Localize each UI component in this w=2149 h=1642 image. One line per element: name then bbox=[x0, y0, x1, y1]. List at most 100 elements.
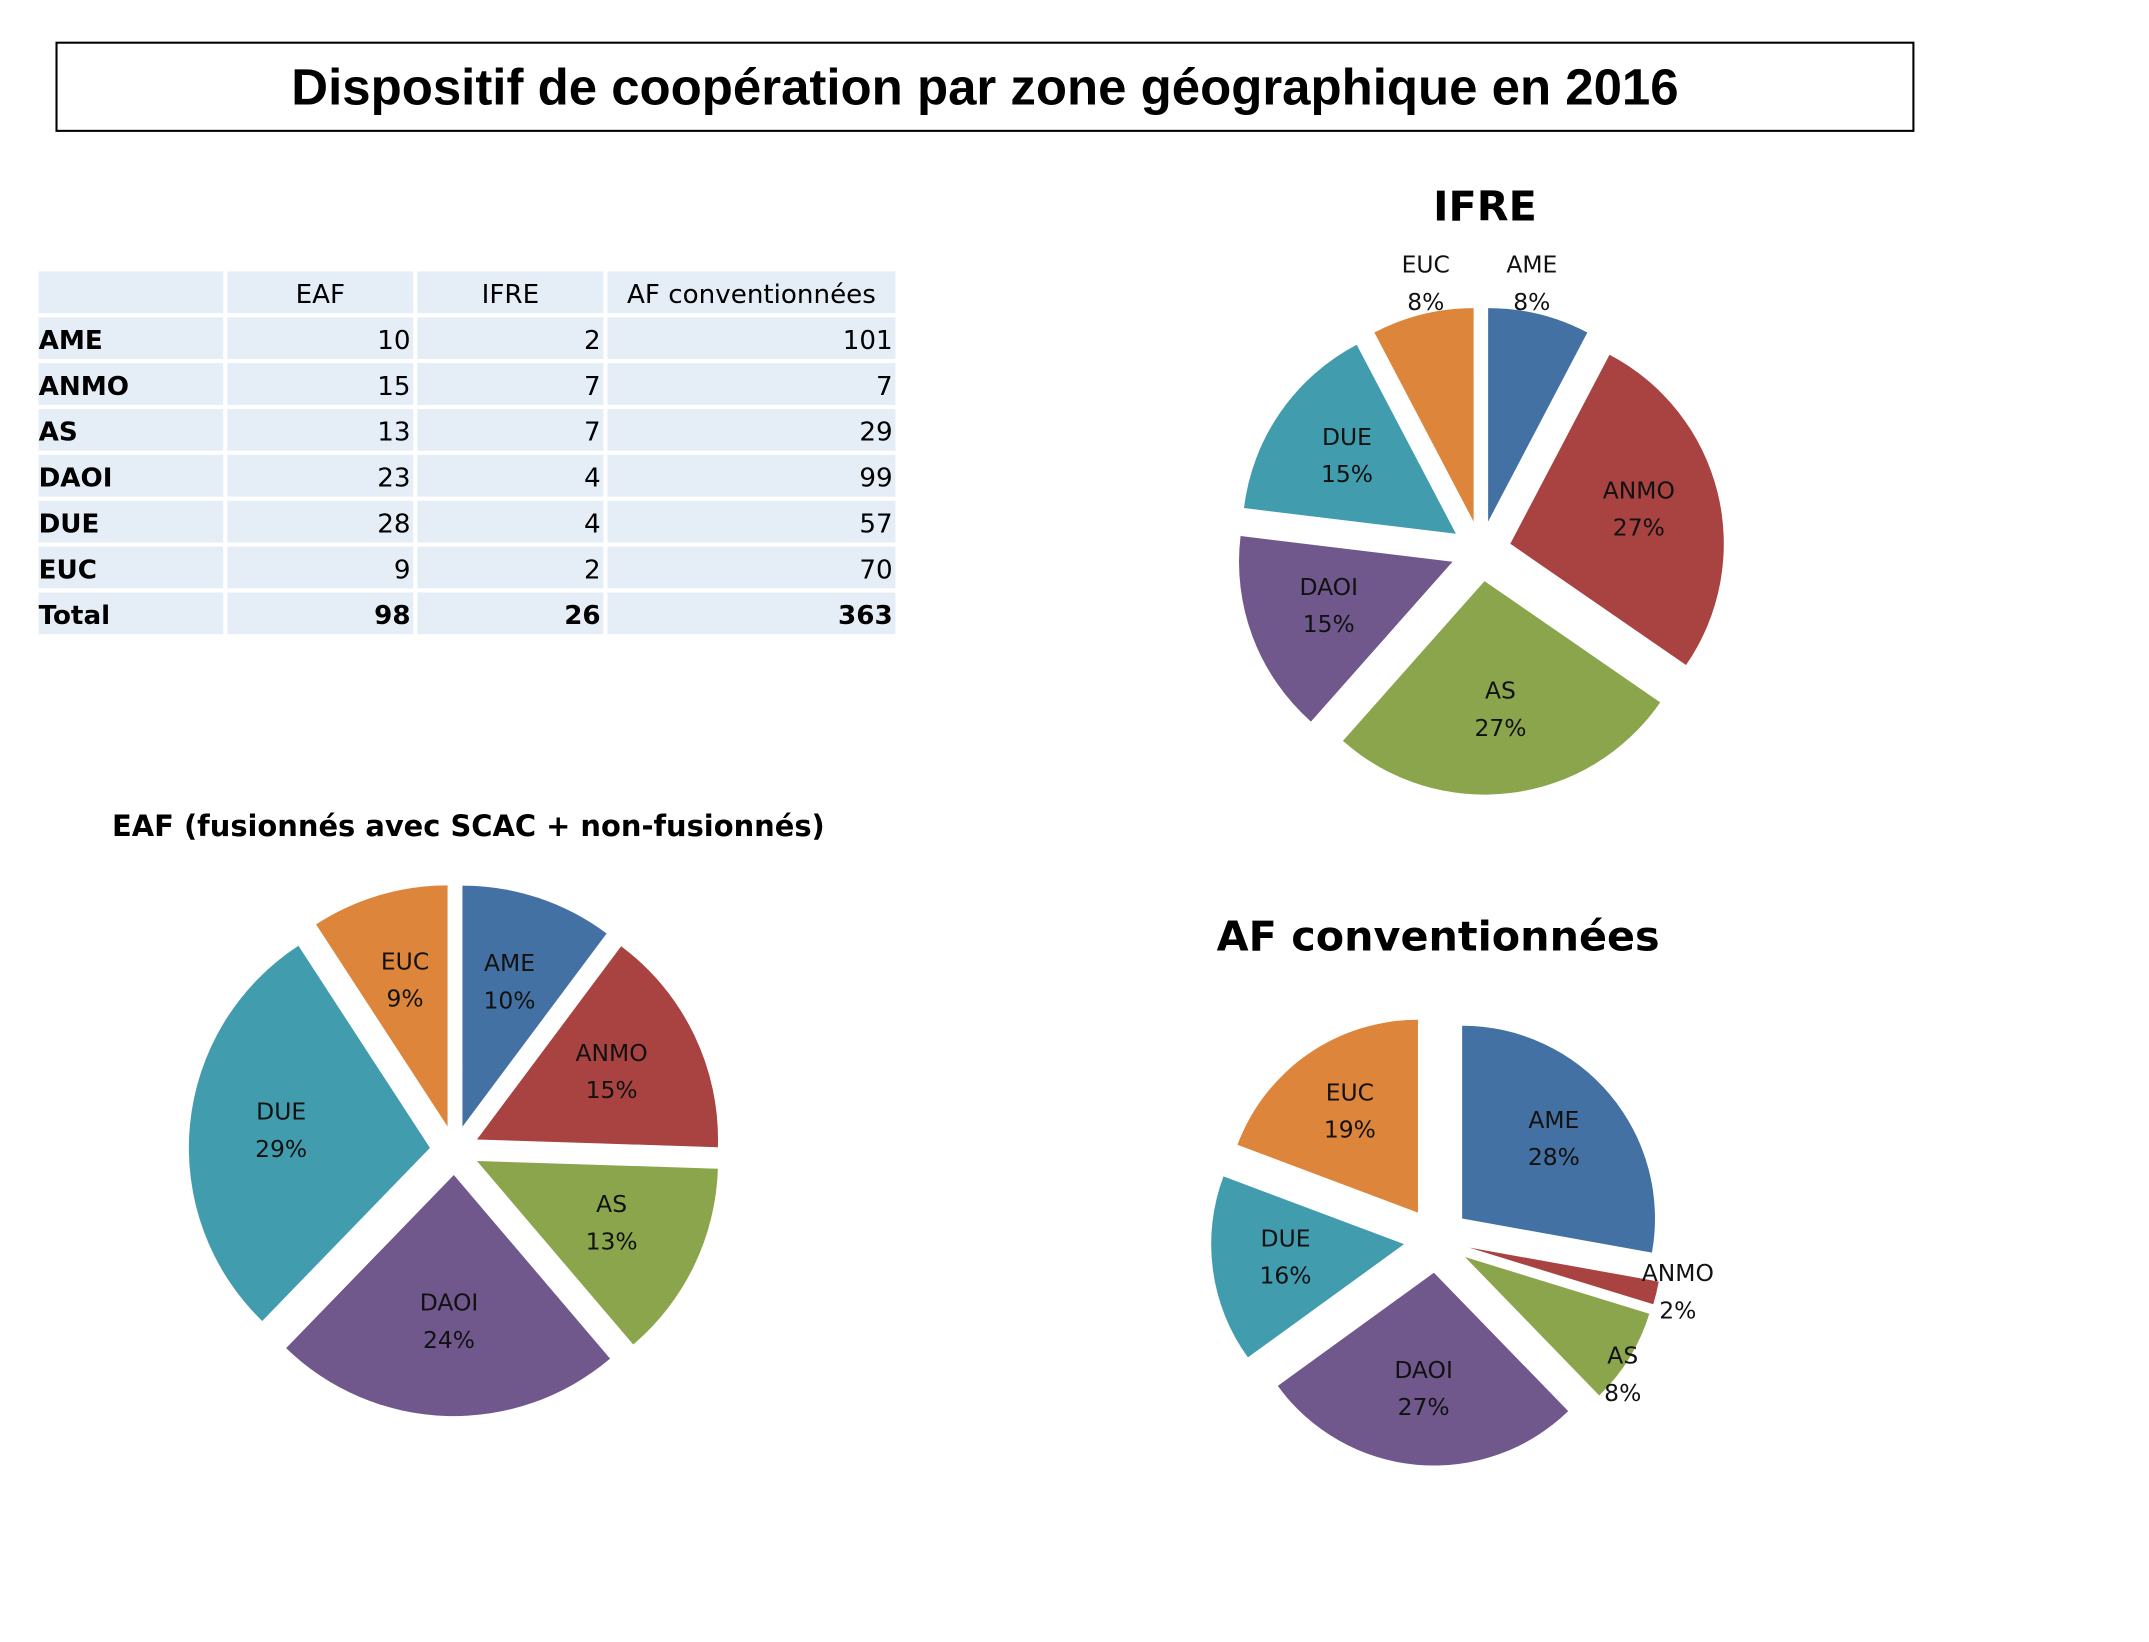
table-cell-bg bbox=[38, 546, 224, 589]
table-cell: 23 bbox=[377, 464, 410, 494]
table-header: IFRE bbox=[482, 280, 539, 310]
table-cell: 363 bbox=[838, 601, 893, 631]
table-cell-bg bbox=[607, 271, 896, 314]
slice-percent-label: 24% bbox=[423, 1326, 475, 1354]
table-cell-bg bbox=[417, 317, 604, 359]
table-cell-bg bbox=[38, 592, 224, 635]
slice-category-label: AS bbox=[1607, 1342, 1638, 1370]
table-cell-bg bbox=[227, 546, 414, 589]
table-cell-bg bbox=[38, 454, 224, 497]
slice-category-label: AS bbox=[1485, 677, 1516, 705]
table-cell: EUC bbox=[39, 555, 97, 585]
slice-category-label: EUC bbox=[1326, 1079, 1374, 1107]
table-cell-bg bbox=[227, 592, 414, 635]
table-cell-bg bbox=[417, 271, 604, 314]
table-cell-bg bbox=[417, 454, 604, 497]
table-cell: 7 bbox=[876, 372, 893, 402]
pie-slice-due bbox=[1211, 1176, 1405, 1358]
pie-slice-as bbox=[1464, 1257, 1650, 1396]
pie-ifre: AME 8% ANMO 27% AS 27% DAOI 15% DUE 15% EUC 8% bbox=[1239, 251, 1724, 795]
table-cell: 29 bbox=[859, 418, 892, 448]
table-header: EAF bbox=[296, 280, 345, 310]
table-cell-bg bbox=[38, 363, 224, 405]
pie-slice-as bbox=[1342, 581, 1661, 795]
pie-slice-euc bbox=[1374, 308, 1474, 522]
table-cell-bg bbox=[417, 592, 604, 635]
chart-title-ifre: IFRE bbox=[1433, 182, 1537, 230]
table-cell-bg bbox=[607, 363, 896, 405]
slice-percent-label: 15% bbox=[1321, 460, 1373, 488]
slice-category-label: ANMO bbox=[1603, 476, 1675, 504]
table-cell: 7 bbox=[584, 418, 601, 448]
table-cell: 15 bbox=[377, 372, 410, 402]
slice-category-label: DUE bbox=[1261, 1224, 1311, 1252]
title-box bbox=[55, 41, 1915, 132]
table-cell-bg bbox=[607, 454, 896, 497]
slice-category-label: AME bbox=[484, 949, 535, 977]
table-cell: 9 bbox=[394, 555, 411, 585]
pie-slice-due bbox=[1243, 344, 1456, 534]
slice-percent-label: 19% bbox=[1324, 1116, 1376, 1144]
table-cell: AS bbox=[39, 418, 78, 448]
slice-percent-label: 10% bbox=[484, 986, 536, 1014]
slice-category-label: ANMO bbox=[1642, 1259, 1714, 1287]
slice-category-label: DUE bbox=[256, 1098, 306, 1126]
table-cell-bg bbox=[38, 317, 224, 359]
table-cell: 10 bbox=[377, 326, 410, 356]
pie-slice-due bbox=[188, 945, 430, 1322]
slice-percent-label: 27% bbox=[1474, 714, 1526, 742]
slice-category-label: AME bbox=[1528, 1106, 1579, 1134]
table-cell: 101 bbox=[843, 326, 893, 356]
pie-af-conventionnees: AME 28% ANMO 2% AS 8% DAOI 27% DUE 16% EUC 19% bbox=[1211, 1019, 1714, 1466]
pie-slice-anmo bbox=[1468, 1247, 1659, 1305]
table-cell-bg bbox=[417, 363, 604, 405]
table-cell-bg bbox=[417, 546, 604, 589]
table-cell-bg bbox=[227, 271, 414, 314]
slice-category-label: ANMO bbox=[576, 1039, 648, 1067]
table-cell-bg bbox=[38, 271, 224, 314]
table-cell: Total bbox=[39, 601, 110, 631]
table-cell: 13 bbox=[377, 418, 410, 448]
slice-percent-label: 8% bbox=[1604, 1379, 1641, 1407]
table-cell-bg bbox=[607, 592, 896, 635]
table-cell: 99 bbox=[859, 464, 892, 494]
page-title: Dispositif de coopération par zone géogr… bbox=[291, 59, 1678, 116]
pie-slice-daoi bbox=[286, 1175, 611, 1417]
table-cell-bg bbox=[38, 408, 224, 451]
slice-category-label: AME bbox=[1506, 251, 1557, 279]
slice-percent-label: 15% bbox=[586, 1076, 638, 1104]
table-cell: 4 bbox=[584, 464, 601, 494]
table-cell-bg bbox=[607, 408, 896, 451]
slice-percent-label: 2% bbox=[1659, 1296, 1696, 1324]
slice-percent-label: 8% bbox=[1513, 288, 1550, 316]
table-cell: DAOI bbox=[39, 464, 113, 494]
slice-percent-label: 16% bbox=[1260, 1262, 1312, 1290]
table-cell: ANMO bbox=[39, 372, 129, 402]
chart-title-af: AF conventionnées bbox=[1217, 912, 1660, 960]
slice-percent-label: 13% bbox=[586, 1227, 638, 1255]
table-cell-bg bbox=[607, 317, 896, 359]
slice-percent-label: 29% bbox=[255, 1135, 307, 1163]
pie-slice-euc bbox=[316, 885, 448, 1127]
pie-slice-daoi bbox=[1277, 1272, 1569, 1466]
table-header: AF conventionnées bbox=[627, 280, 876, 310]
slice-category-label: DAOI bbox=[420, 1289, 479, 1317]
table-cell-bg bbox=[607, 500, 896, 543]
slice-category-label: DAOI bbox=[1394, 1356, 1453, 1384]
table-cell: 7 bbox=[584, 372, 601, 402]
table-cell: 26 bbox=[564, 601, 600, 631]
table-cell-bg bbox=[227, 500, 414, 543]
table-cell: 28 bbox=[377, 509, 410, 539]
slice-percent-label: 27% bbox=[1613, 513, 1665, 541]
slice-percent-label: 8% bbox=[1407, 288, 1444, 316]
pie-eaf: AME 10% ANMO 15% AS 13% DAOI 24% DUE 29% EUC 9% bbox=[188, 885, 719, 1417]
slice-percent-label: 15% bbox=[1303, 610, 1355, 638]
chart-title-eaf: EAF (fusionnés avec SCAC + non-fusionnés… bbox=[112, 809, 825, 843]
slice-category-label: AS bbox=[596, 1190, 627, 1218]
slice-category-label: EUC bbox=[381, 947, 429, 975]
slice-category-label: DAOI bbox=[1299, 573, 1358, 601]
pie-slice-daoi bbox=[1239, 536, 1453, 722]
pie-slice-ame bbox=[462, 885, 607, 1127]
table-cell: 4 bbox=[584, 509, 601, 539]
table-cell: 57 bbox=[859, 509, 892, 539]
